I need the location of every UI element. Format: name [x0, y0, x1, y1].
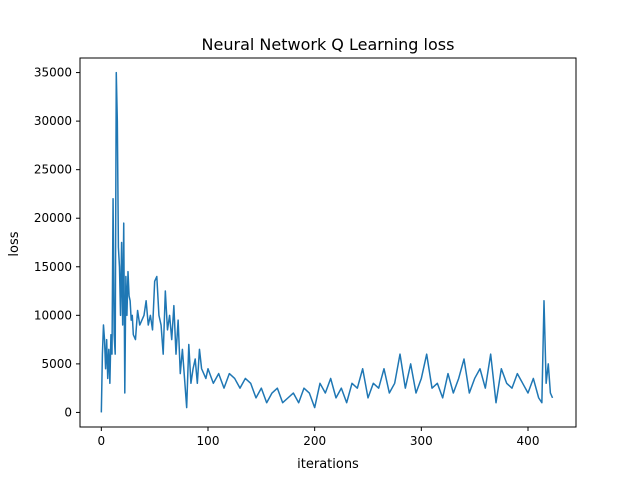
- plot-frame: [79, 57, 577, 428]
- y-axis-label: loss: [7, 231, 22, 256]
- y-tick-label: 20000: [34, 211, 72, 225]
- series-line-0: [100, 71, 554, 413]
- x-tick-label: 100: [197, 434, 220, 448]
- y-tick-label: 25000: [34, 163, 72, 177]
- y-tick-label: 0: [64, 405, 72, 419]
- x-axis-label: iterations: [297, 457, 359, 472]
- y-tick-label: 30000: [34, 114, 72, 128]
- y-tick-label: 15000: [34, 260, 72, 274]
- chart-title: Neural Network Q Learning loss: [202, 35, 455, 54]
- y-axis: 0 5000 10000 15000 20000 25000 30000 35000: [34, 66, 80, 419]
- y-tick-label: 5000: [41, 357, 72, 371]
- y-tick-label: 10000: [34, 308, 72, 322]
- x-axis: 0 100 200 300 400: [98, 427, 540, 448]
- plot-area: [100, 71, 554, 413]
- y-tick-label: 35000: [34, 66, 72, 80]
- x-tick-label: 200: [303, 434, 326, 448]
- x-tick-label: 300: [410, 434, 433, 448]
- x-tick-label: 0: [98, 434, 106, 448]
- x-tick-label: 400: [517, 434, 540, 448]
